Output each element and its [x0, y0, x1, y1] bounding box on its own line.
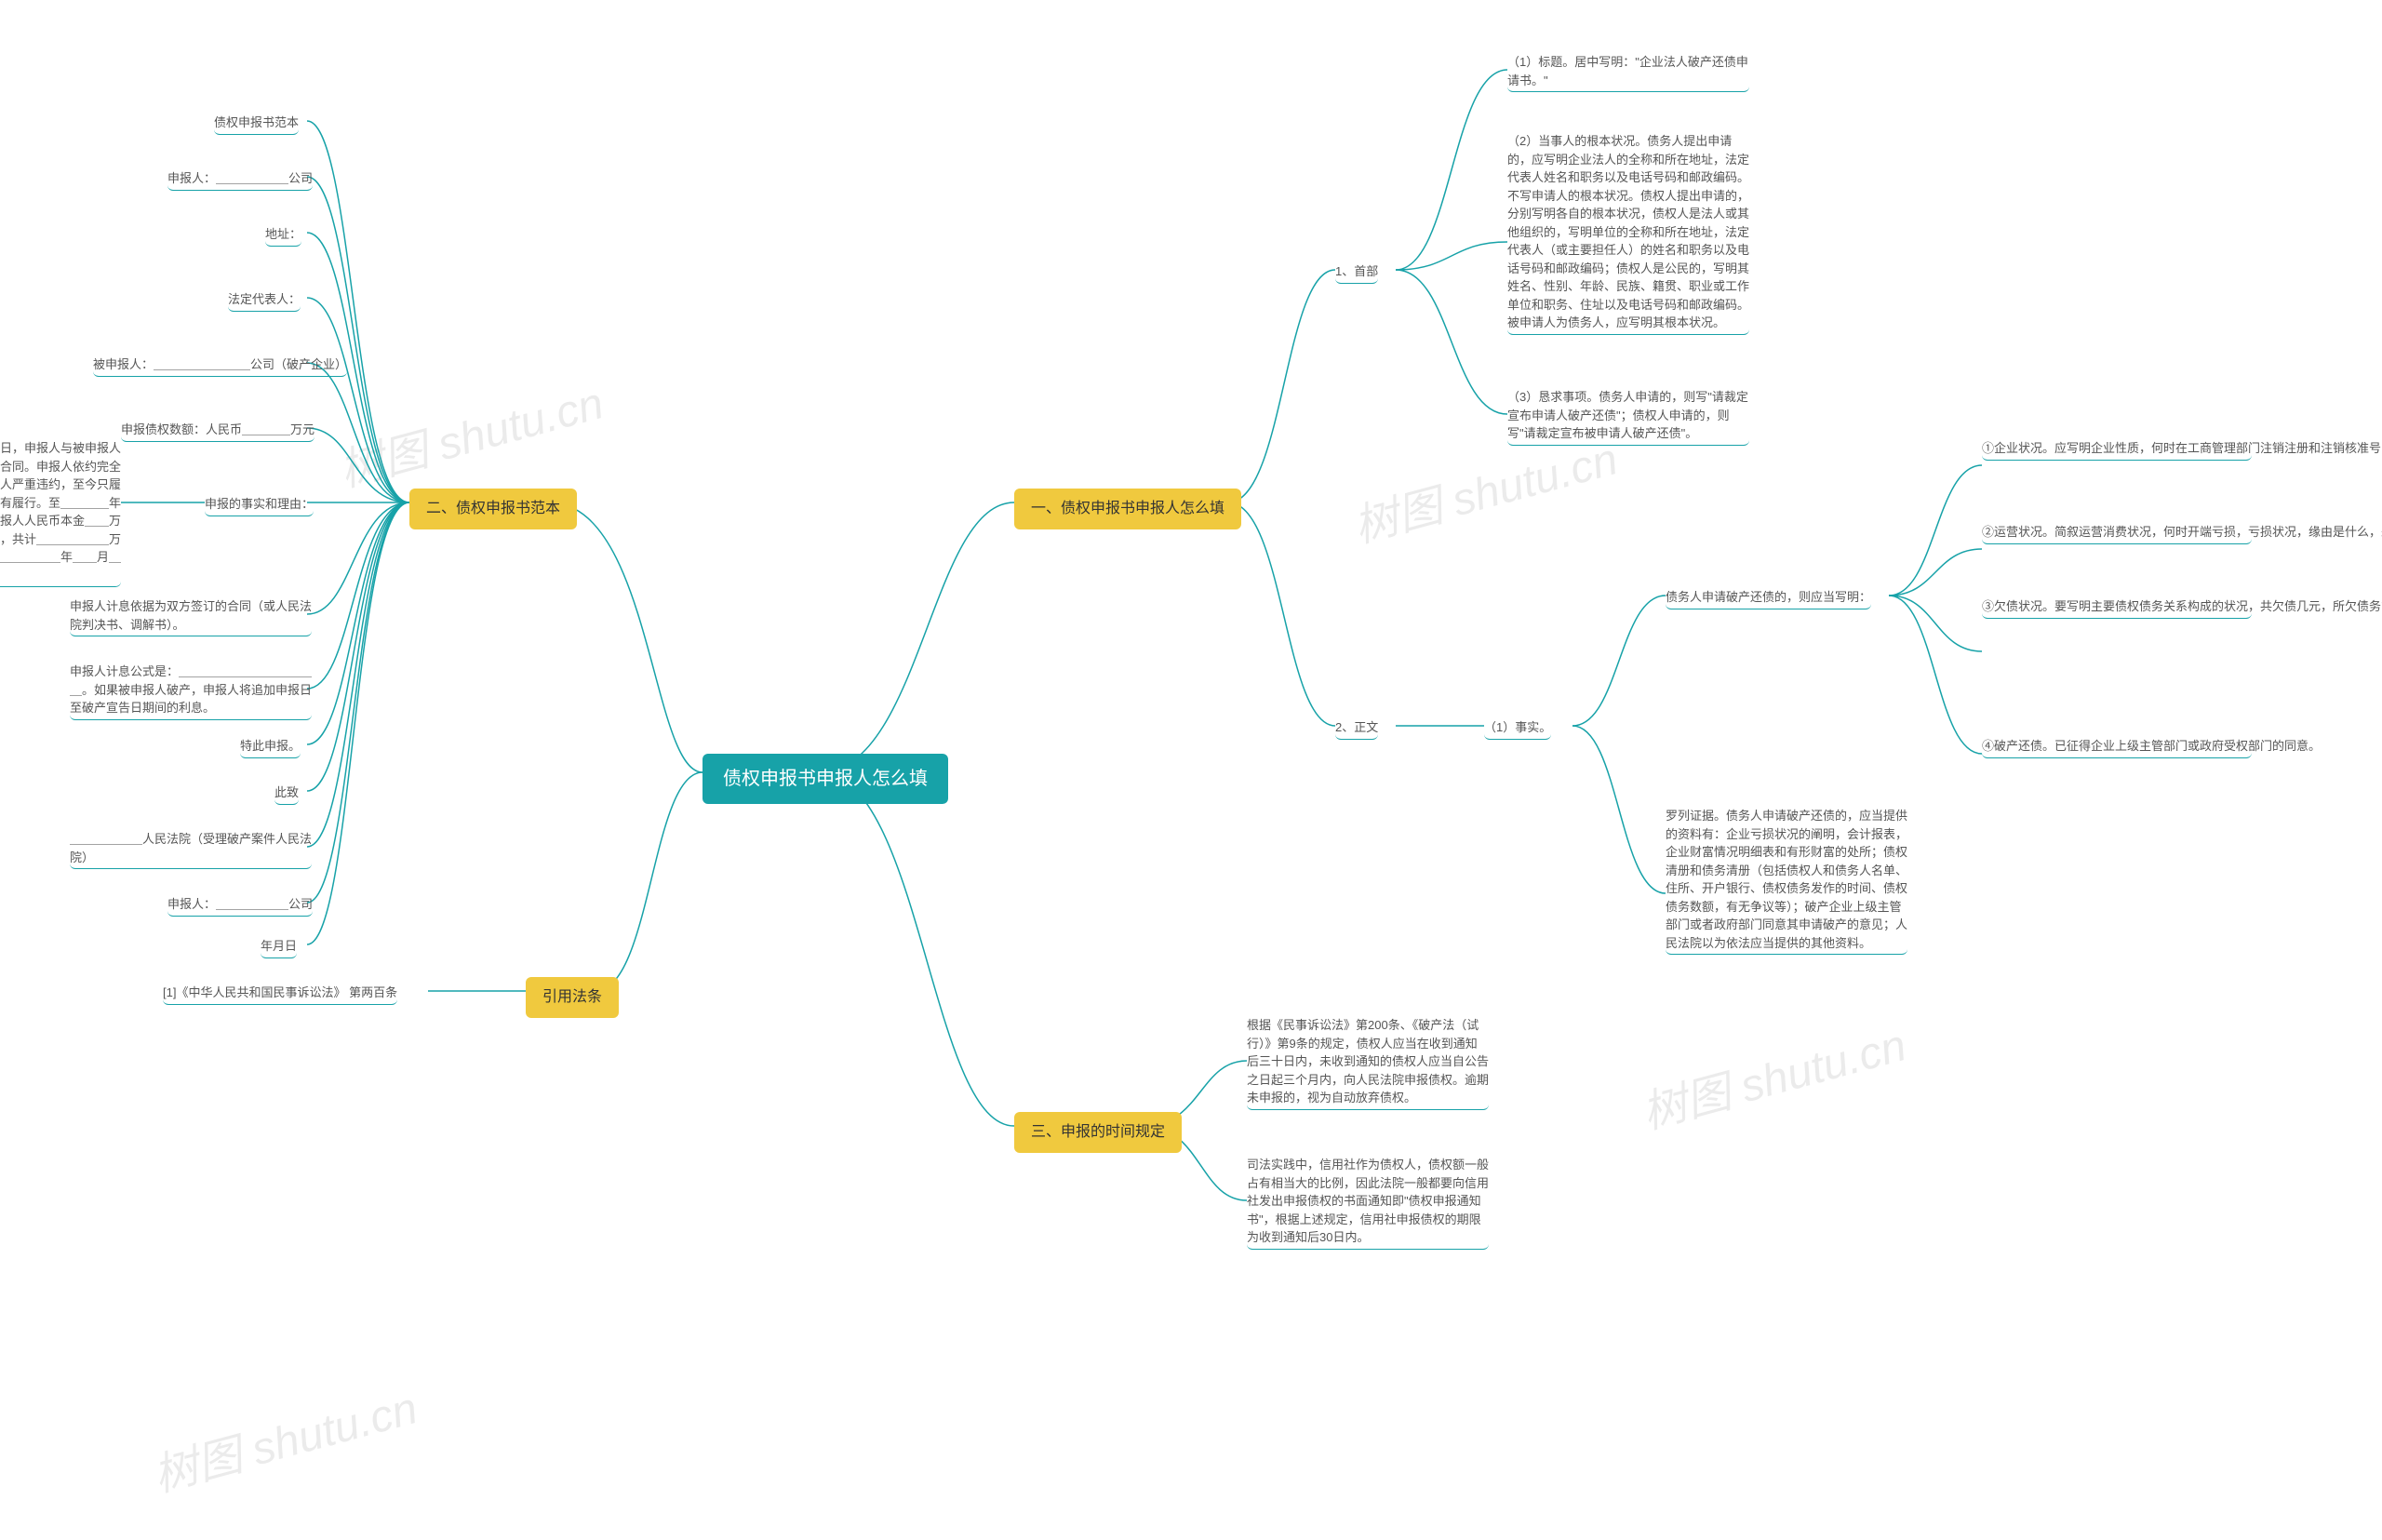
b1-n1-2-1a2: ②运营状况。简叙运营消费状况，何时开端亏损，亏损状况，缘由是什么，采取过何种扭亏…: [1982, 521, 2252, 544]
b2-n8: 申报人计息依据为双方签订的合同（或人民法院判决书、调解书）。: [70, 596, 312, 636]
b2-n11: 此致: [274, 782, 299, 805]
watermark: 树图 shutu.cn: [331, 367, 609, 500]
b2-n10: 特此申报。: [240, 735, 301, 758]
b2-n13: 申报人：＿＿＿＿＿＿公司: [167, 893, 313, 917]
b1-n1-1-1: （1）标题。居中写明："企业法人破产还债申请书。": [1507, 51, 1749, 92]
branch-2[interactable]: 二、债权申报书范本: [409, 489, 577, 529]
branch-1[interactable]: 一、债权申报书申报人怎么填: [1014, 489, 1241, 529]
b2-n1: 债权申报书范本: [214, 112, 299, 135]
b2-n6: 申报债权数额：人民币＿＿＿＿万元: [121, 419, 314, 442]
branch-3[interactable]: 三、申报的时间规定: [1014, 1112, 1182, 1153]
b1-n1-2-1a4: ④破产还债。已征得企业上级主管部门或政府受权部门的同意。: [1982, 735, 2252, 758]
b1-n1-2-1b: 罗列证据。债务人申请破产还债的，应当提供的资料有：企业亏损状况的阐明，会计报表，…: [1666, 805, 1907, 955]
b2-n14: 年月日: [261, 935, 297, 958]
b3-n1: 根据《民事诉讼法》第200条、《破产法（试行）》第9条的规定，债权人应当在收到通…: [1247, 1014, 1489, 1110]
b2-n4: 法定代表人：: [228, 288, 301, 312]
root-node[interactable]: 债权申报书申报人怎么填: [703, 754, 948, 804]
b2-n3: 地址：: [265, 223, 301, 247]
b2-n9: 申报人计息公式是：＿＿＿＿＿＿＿＿＿＿＿＿。如果被申报人破产，申报人将追加申报日…: [70, 661, 312, 720]
b2-n7txt: ＿＿＿＿年＿＿月＿＿日，申报人与被申报人签订＿＿＿＿＿＿＿＿合同。申报人依约完全…: [0, 437, 121, 587]
b2-n12: ＿＿＿＿＿＿人民法院（受理破产案件人民法院）: [70, 828, 312, 869]
b4-n1: [1]《中华人民共和国民事诉讼法》 第两百条: [163, 982, 397, 1005]
connector-lines: [0, 0, 2382, 1540]
b1-n1-2-1a3: ③欠债状况。要写明主要债权债务关系构成的状况，共欠债几元，所欠债务能否到了归还的…: [1982, 596, 2252, 619]
b1-n1-1[interactable]: 1、首部: [1335, 261, 1378, 284]
b1-n1-2-1a: 债务人申请破产还债的，则应当写明：: [1666, 586, 1871, 609]
b1-n1-2[interactable]: 2、正文: [1335, 716, 1378, 740]
b2-n5: 被申报人：＿＿＿＿＿＿＿＿公司（破产企业）: [93, 354, 347, 377]
watermark: 树图 shutu.cn: [1634, 1009, 1912, 1142]
branch-4[interactable]: 引用法条: [526, 977, 619, 1018]
b1-n1-1-2: （2）当事人的根本状况。债务人提出申请的，应写明企业法人的全称和所在地址，法定代…: [1507, 130, 1749, 335]
b1-n1-2-1[interactable]: （1）事实。: [1484, 716, 1551, 740]
b1-n1-1-3: （3）恳求事项。债务人申请的，则写"请裁定宣布申请人破产还债"；债权人申请的，则…: [1507, 386, 1749, 446]
b3-n2: 司法实践中，信用社作为债权人，债权额一般占有相当大的比例，因此法院一般都要向信用…: [1247, 1154, 1489, 1250]
b1-n1-2-1a1: ①企业状况。应写明企业性质，何时在工商管理部门注销注册和注销核准号，固定资产和活…: [1982, 437, 2252, 461]
watermark: 树图 shutu.cn: [145, 1372, 423, 1505]
b2-n2: 申报人：＿＿＿＿＿＿公司: [167, 167, 313, 191]
b2-n7: 申报的事实和理由：: [205, 493, 314, 516]
